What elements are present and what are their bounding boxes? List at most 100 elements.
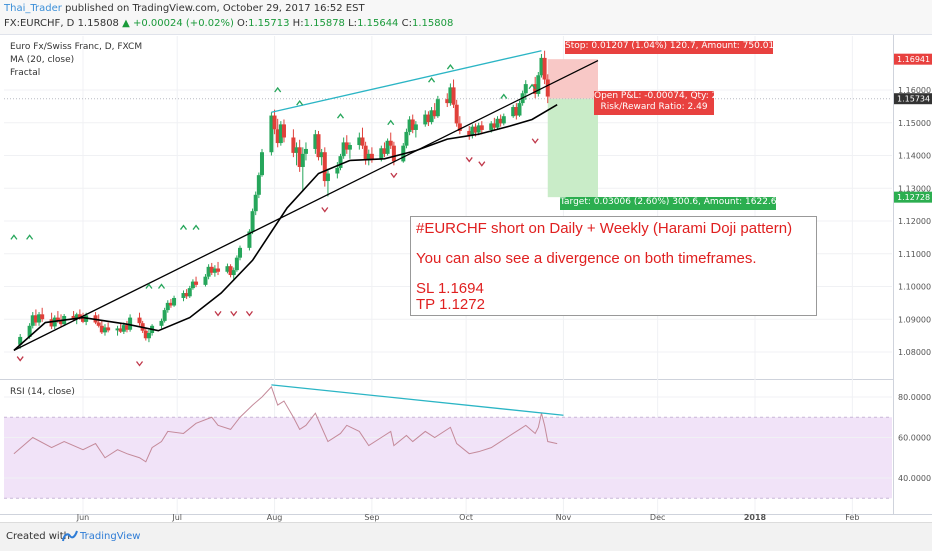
x-tick-label: 2018	[744, 513, 767, 522]
rsi-band	[4, 417, 892, 499]
tradingview-brand[interactable]: TradingView	[80, 531, 141, 542]
candle-body	[429, 110, 434, 123]
candle-body	[369, 153, 374, 159]
candle-body	[303, 148, 308, 154]
y-tick-label: 1.14000	[898, 152, 931, 161]
annotation-title: #EURCHF short on Daily + Weekly (Harami …	[416, 220, 793, 237]
candle-body	[275, 129, 280, 144]
candle	[435, 95, 440, 118]
candle-body	[194, 281, 199, 285]
candle-body	[81, 317, 85, 322]
price-tag	[894, 191, 932, 203]
candle-body	[238, 247, 243, 258]
annotation-box[interactable]: #EURCHF short on Daily + Weekly (Harami …	[410, 216, 817, 316]
candle	[212, 265, 217, 277]
candle-body	[190, 281, 195, 289]
legend-ma[interactable]: MA (20, close)	[10, 55, 75, 65]
candle	[429, 107, 434, 125]
candle	[382, 142, 387, 158]
candle-body	[18, 336, 23, 345]
fractal-down-marker	[321, 207, 329, 213]
high-value: 1.15878	[303, 18, 345, 29]
candle-body	[272, 115, 277, 130]
candle-body	[523, 84, 528, 94]
candle-body	[49, 319, 54, 327]
fractal-up-marker	[446, 63, 454, 70]
candle	[165, 300, 170, 313]
candle	[216, 261, 221, 276]
candle-body	[247, 231, 252, 248]
candle	[115, 325, 120, 336]
publish-line: Thai_Trader published on TradingView.com…	[4, 3, 365, 14]
fractal-up-marker	[528, 83, 536, 90]
candle	[106, 322, 111, 333]
candle	[194, 276, 199, 288]
pnl-box: Open P&L: -0.00074, Qty: 20712 Risk/Rewa…	[594, 91, 740, 115]
candle-body	[347, 145, 352, 150]
x-tick-label: Oct	[459, 513, 473, 522]
candle	[269, 112, 274, 156]
candle-body	[423, 114, 428, 125]
author-link[interactable]: Thai_Trader	[4, 3, 62, 14]
candle	[363, 141, 368, 165]
candle-body	[234, 257, 239, 271]
candle	[172, 295, 177, 307]
legend-fractal[interactable]: Fractal	[10, 68, 41, 78]
candle-body	[128, 317, 133, 330]
pnl-line2: Risk/Reward Ratio: 2.49	[600, 102, 708, 112]
candle-body	[184, 293, 189, 297]
price-tag-label: 1.15734	[897, 95, 930, 104]
low-label: L:	[348, 18, 358, 29]
candle-body	[426, 114, 431, 123]
y-tick-label: 1.15000	[898, 119, 931, 128]
candle	[128, 314, 133, 332]
fractal-up-marker	[157, 283, 166, 289]
price-change: +0.00024 (+0.02%)	[133, 18, 234, 29]
candle-body	[300, 153, 305, 167]
candle-body	[492, 123, 497, 128]
candle-body	[96, 322, 101, 326]
candle	[143, 327, 148, 341]
candle-body	[37, 314, 42, 323]
candle-body	[363, 145, 368, 161]
rsi-tick-label: 40.0000	[898, 474, 931, 483]
candle-body	[476, 125, 481, 133]
stop-zone	[547, 59, 598, 99]
candle	[445, 93, 450, 108]
price-tag	[894, 93, 932, 105]
candle-body	[33, 315, 38, 323]
candle	[366, 149, 371, 166]
candle	[338, 153, 343, 171]
price-tag-label: 1.12728	[897, 193, 930, 202]
y-tick-label: 1.08000	[898, 348, 931, 357]
fractal-down-marker	[136, 361, 144, 367]
candle-body	[231, 270, 236, 276]
candle-body	[115, 328, 120, 331]
candle-body	[313, 134, 318, 149]
candle-body	[137, 317, 142, 324]
candle-body	[291, 137, 296, 153]
quote-line: FX:EURCHF, D 1.15808 ▲ +0.00024 (+0.02%)…	[4, 18, 453, 29]
candle	[451, 79, 456, 109]
candle-body	[55, 317, 60, 321]
candle	[49, 312, 54, 330]
legend-rsi[interactable]: RSI (14, close)	[10, 387, 75, 397]
open-label: O:	[237, 18, 249, 29]
candle-body	[404, 131, 409, 146]
annotation-stop-loss: SL 1.1694	[416, 280, 484, 297]
candle	[476, 122, 481, 136]
candle	[495, 116, 500, 130]
candle	[253, 191, 258, 216]
candle	[470, 124, 475, 139]
candle	[203, 274, 208, 287]
candle-body	[71, 315, 76, 319]
candle	[410, 114, 415, 134]
y-tick-label: 1.13000	[898, 184, 931, 193]
fractal-down-marker	[390, 172, 398, 179]
candle	[137, 312, 142, 326]
candle-body	[357, 137, 362, 146]
candle	[539, 53, 544, 78]
candle	[33, 309, 38, 326]
fractal-up-marker	[274, 86, 282, 93]
candle	[335, 162, 340, 179]
